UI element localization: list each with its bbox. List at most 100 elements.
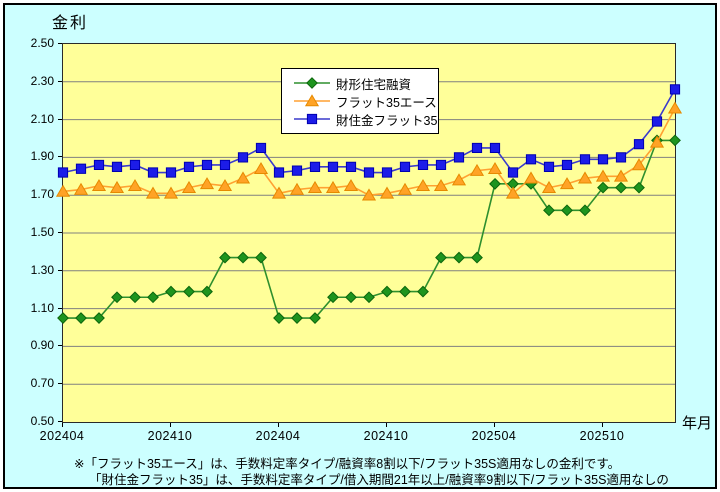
square-marker bbox=[453, 152, 465, 163]
diamond-marker bbox=[435, 251, 447, 264]
square-marker bbox=[435, 159, 447, 171]
diamond-marker bbox=[111, 291, 123, 304]
diamond-marker bbox=[417, 285, 429, 298]
triangle-marker bbox=[541, 180, 557, 193]
square-marker bbox=[327, 161, 339, 172]
square-marker bbox=[561, 159, 573, 171]
triangle-marker bbox=[649, 135, 665, 148]
square-marker bbox=[237, 152, 249, 163]
legend-triangle-swatch-icon bbox=[294, 94, 330, 107]
chart-title: 金利 bbox=[52, 15, 89, 32]
y-tick-mark bbox=[58, 269, 62, 271]
y-tick-mark bbox=[58, 232, 62, 233]
square-marker bbox=[255, 142, 267, 154]
y-tick-mark bbox=[58, 307, 62, 309]
diamond-marker bbox=[327, 291, 339, 304]
square-marker bbox=[543, 161, 555, 172]
diamond-marker bbox=[633, 181, 645, 194]
diamond-marker bbox=[129, 291, 141, 304]
x-tick-label: 202410 bbox=[363, 429, 409, 443]
square-marker bbox=[129, 159, 141, 171]
square-marker bbox=[597, 154, 609, 165]
x-tick-mark bbox=[278, 423, 279, 427]
triangle-marker bbox=[289, 182, 305, 195]
triangle-marker bbox=[631, 158, 647, 171]
diamond-marker bbox=[57, 312, 69, 324]
triangle-marker bbox=[595, 169, 611, 182]
x-tick-label: 202404 bbox=[39, 429, 85, 443]
y-tick-label: 0.50 bbox=[30, 414, 54, 428]
y-tick-mark bbox=[58, 118, 62, 120]
triangle-marker bbox=[181, 180, 197, 193]
diamond-marker bbox=[237, 251, 249, 264]
diamond-marker bbox=[147, 291, 159, 304]
square-marker bbox=[615, 152, 627, 163]
diamond-marker bbox=[363, 291, 375, 304]
x-tick-label: 202410 bbox=[147, 429, 193, 443]
triangle-marker bbox=[433, 178, 449, 192]
triangle-marker bbox=[577, 171, 593, 184]
diamond-marker bbox=[93, 312, 105, 324]
triangle-marker bbox=[145, 186, 161, 199]
square-marker bbox=[111, 161, 123, 172]
legend-item-1: フラット35エース bbox=[292, 92, 437, 110]
diamond-marker bbox=[399, 285, 411, 298]
x-tick-mark bbox=[602, 423, 603, 427]
x-tick-mark bbox=[386, 423, 387, 427]
square-marker bbox=[165, 167, 177, 178]
triangle-marker bbox=[163, 186, 179, 199]
legend-diamond-swatch-icon bbox=[294, 77, 330, 89]
y-tick-mark bbox=[58, 383, 62, 385]
diamond-marker bbox=[291, 312, 303, 324]
square-marker bbox=[381, 167, 393, 178]
triangle-marker bbox=[523, 171, 539, 184]
triangle-marker bbox=[109, 180, 125, 193]
triangle-marker bbox=[415, 178, 431, 192]
square-marker bbox=[669, 84, 681, 95]
triangle-marker bbox=[451, 173, 467, 186]
triangle-marker bbox=[73, 182, 89, 195]
legend-item-2: 財住金フラット35 bbox=[292, 110, 438, 128]
square-marker bbox=[273, 167, 285, 178]
square-marker bbox=[579, 154, 591, 165]
square-marker bbox=[651, 116, 663, 127]
x-tick-label: 202504 bbox=[471, 429, 517, 443]
diamond-marker bbox=[579, 204, 591, 217]
y-tick-label: 0.90 bbox=[30, 338, 54, 353]
diamond-marker bbox=[561, 204, 573, 217]
legend-label: 財形住宅融資 bbox=[336, 77, 412, 92]
triangle-marker bbox=[343, 178, 359, 192]
square-marker bbox=[363, 167, 375, 178]
square-marker bbox=[291, 165, 303, 176]
triangle-marker bbox=[271, 186, 287, 199]
triangle-marker bbox=[235, 171, 251, 184]
series-markers-0 bbox=[57, 134, 681, 324]
y-tick-label: 0.70 bbox=[30, 376, 54, 391]
legend-item-0: 財形住宅融資 bbox=[292, 74, 434, 92]
chart-series-svg bbox=[55, 81, 683, 385]
square-marker bbox=[75, 163, 87, 174]
y-tick-label: 1.90 bbox=[30, 149, 54, 164]
triangle-marker bbox=[487, 161, 503, 175]
triangle-marker bbox=[127, 178, 143, 192]
triangle-marker bbox=[613, 169, 629, 182]
x-tick-label: 202404 bbox=[255, 429, 301, 443]
triangle-marker bbox=[253, 161, 269, 175]
square-marker bbox=[471, 142, 483, 154]
triangle-marker bbox=[397, 182, 413, 195]
triangle-marker bbox=[307, 180, 323, 193]
diamond-marker bbox=[453, 251, 465, 264]
footnote-line-2: 「財住金フラット35」は、手数料定率タイプ/借入期間21年以上/融資率9割以下/… bbox=[89, 473, 669, 487]
diamond-marker bbox=[255, 251, 267, 264]
legend-label: フラット35エース bbox=[336, 95, 437, 110]
triangle-marker bbox=[469, 163, 485, 176]
y-tick-mark bbox=[58, 345, 62, 347]
triangle-marker bbox=[379, 186, 395, 199]
footnote-line-1: ※「フラット35エース」は、手数料定率タイプ/融資率8割以下/フラット35S適用… bbox=[74, 457, 621, 471]
y-tick-mark bbox=[58, 43, 62, 44]
series-markers-1 bbox=[55, 101, 683, 201]
square-marker bbox=[345, 161, 357, 172]
diamond-marker bbox=[165, 285, 177, 298]
legend-label: 財住金フラット35 bbox=[336, 113, 438, 128]
x-tick-label: 202510 bbox=[579, 429, 625, 443]
